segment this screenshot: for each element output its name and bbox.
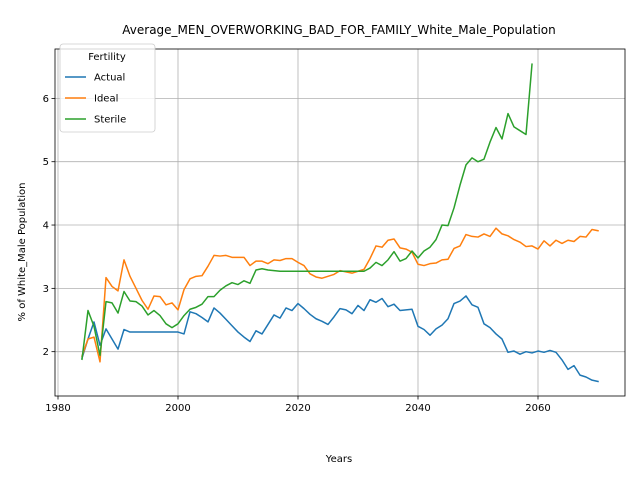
x-tick-label: 2000 (165, 403, 190, 414)
x-axis: 1980 2000 2020 2040 2060 (45, 396, 551, 414)
x-tick-label: 1980 (45, 403, 70, 414)
y-tick-label: 5 (43, 157, 49, 168)
plot-frame (54, 48, 626, 397)
legend: Fertility Actual Ideal Sterile (59, 43, 156, 133)
chart-title: Average_MEN_OVERWORKING_BAD_FOR_FAMILY_W… (122, 23, 555, 37)
y-axis-label: % of White_Male Population (17, 183, 28, 322)
x-tick-label: 2060 (525, 403, 550, 414)
legend-title: Fertility (88, 52, 126, 63)
legend-box (59, 43, 156, 133)
x-axis-label: Years (325, 454, 352, 465)
legend-label-actual: Actual (94, 73, 125, 84)
legend-label-sterile: Sterile (94, 115, 126, 126)
y-tick-label: 6 (43, 94, 49, 105)
x-tick-label: 2020 (285, 403, 310, 414)
grid-lines (55, 49, 625, 396)
y-axis: 2 3 4 5 6 (43, 94, 55, 358)
legend-label-ideal: Ideal (94, 94, 118, 105)
series-line-sterile (81, 63, 533, 361)
y-tick-label: 3 (43, 284, 49, 295)
series-line-actual (81, 295, 599, 383)
y-tick-label: 2 (43, 347, 49, 358)
x-tick-label: 2040 (405, 403, 430, 414)
y-tick-label: 4 (43, 221, 49, 232)
plot-area (81, 63, 599, 383)
